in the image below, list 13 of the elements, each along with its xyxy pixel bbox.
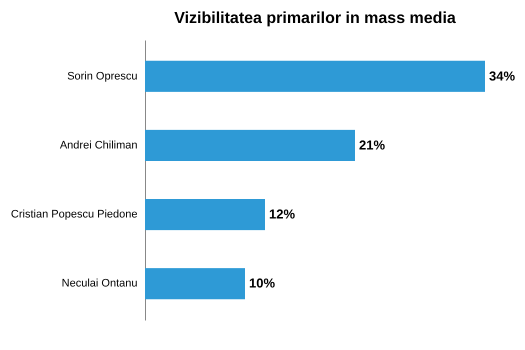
chart-title: Vizibilitatea primarilor in mass media	[174, 10, 456, 27]
y-tick-label: Neculai Ontanu	[62, 278, 138, 290]
bar	[145, 60, 485, 92]
y-tick-label: Cristian Popescu Piedone	[10, 208, 138, 221]
bar	[145, 268, 245, 300]
data-label: 10%	[249, 276, 276, 291]
data-label: 21%	[359, 137, 386, 152]
data-label: 34%	[489, 68, 516, 84]
data-label: 12%	[269, 206, 296, 222]
bar	[145, 130, 355, 161]
y-tick-label: Andrei Chiliman	[60, 139, 138, 152]
bar	[145, 199, 265, 230]
y-tick-label: Sorin Oprescu	[67, 70, 138, 82]
